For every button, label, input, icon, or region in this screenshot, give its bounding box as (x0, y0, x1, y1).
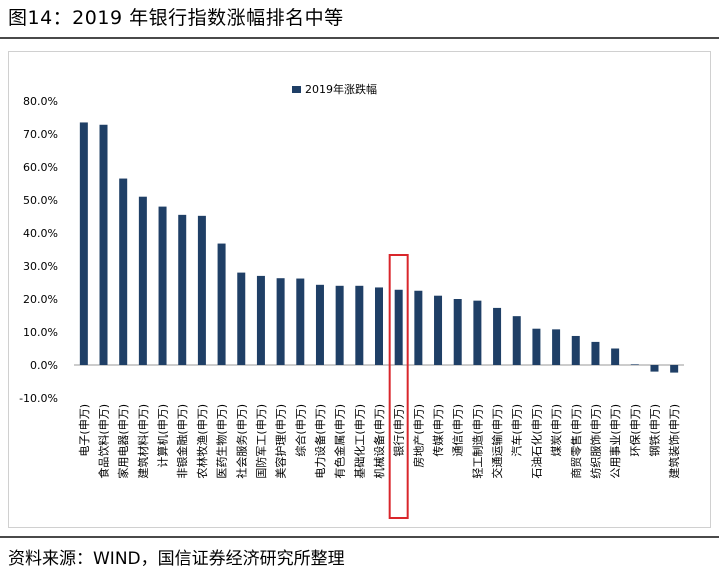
source-rule (0, 536, 719, 538)
x-tick-label: 计算机(申万) (156, 404, 170, 468)
x-tick-label: 社会服务(申万) (234, 404, 248, 479)
bar-chart: 2019年涨跌幅 80.0% 70.0% 60.0% 50.0% 40.0% 30.0% 2… (19, 82, 684, 519)
x-tick-label: 国防军工(申万) (254, 404, 268, 479)
bar (630, 364, 639, 365)
bar (532, 328, 541, 365)
bar (453, 299, 462, 365)
y-tick-label: 30.0% (23, 260, 58, 273)
x-tick-label: 美容护理(申万) (274, 404, 288, 479)
y-tick-label: -10.0% (19, 392, 58, 405)
y-tick-label: 80.0% (23, 95, 58, 108)
y-tick-label: 10.0% (23, 326, 58, 339)
bar (178, 214, 187, 365)
bar (217, 243, 226, 365)
y-tick-label: 0.0% (30, 359, 58, 372)
x-tick-label: 非银金融(申万) (175, 404, 189, 479)
legend-label: 2019年涨跌幅 (305, 82, 377, 96)
bar (394, 289, 403, 365)
bar (296, 278, 305, 365)
x-tick-label: 公用事业(申万) (609, 404, 622, 479)
bar (256, 275, 265, 365)
x-tick-label: 电子(申万) (78, 404, 91, 457)
title-rule (0, 37, 719, 39)
bar (512, 316, 521, 365)
x-tick-label: 钢铁(申万) (648, 404, 661, 457)
x-tick-label: 基础化工(申万) (352, 404, 366, 479)
bar (119, 178, 128, 365)
y-tick-label: 40.0% (23, 227, 58, 240)
y-axis: 80.0% 70.0% 60.0% 50.0% 40.0% 30.0% 20.0% 10.0%… (19, 95, 684, 405)
bar (276, 278, 285, 365)
x-tick-label: 家用电器(申万) (116, 404, 130, 479)
bar (99, 124, 108, 365)
bar (414, 290, 423, 365)
y-tick-label: 50.0% (23, 194, 58, 207)
x-tick-label: 轻工制造(申万) (470, 404, 484, 479)
bar (375, 287, 383, 365)
bar (571, 335, 580, 365)
bar (650, 365, 659, 372)
x-tick-label: 医药生物(申万) (215, 404, 229, 479)
x-tick-label: 银行(申万) (392, 404, 406, 457)
y-tick-label: 60.0% (23, 161, 58, 174)
bar (158, 206, 167, 365)
x-tick-label: 通信(申万) (452, 404, 465, 457)
legend: 2019年涨跌幅 (292, 82, 377, 96)
bar (473, 300, 482, 365)
bars (79, 122, 679, 373)
bar (138, 196, 147, 365)
x-tick-label: 建筑材料(申万) (136, 404, 150, 479)
x-tick-label: 建筑装饰(申万) (667, 404, 681, 479)
x-tick-label: 电力设备(申万) (313, 404, 327, 479)
bar (197, 215, 206, 365)
bar (552, 329, 561, 365)
x-tick-label: 农林牧渔(申万) (195, 404, 209, 479)
bar (591, 341, 600, 365)
x-tick-label: 交通运输(申万) (490, 404, 504, 479)
source-note: 资料来源：WIND，国信证券经济研究所整理 (8, 549, 345, 569)
bar (237, 272, 246, 365)
bar (315, 284, 324, 365)
bar (670, 365, 679, 373)
x-tick-label: 商贸零售(申万) (569, 404, 583, 479)
x-tick-label: 汽车(申万) (510, 404, 524, 457)
x-tick-label: 综合(申万) (293, 404, 307, 457)
x-tick-label: 石油石化(申万) (529, 404, 543, 479)
y-tick-label: 70.0% (23, 128, 58, 141)
highlight-rect (388, 254, 409, 519)
y-tick-label: 20.0% (23, 293, 58, 306)
x-tick-label: 煤炭(申万) (550, 404, 563, 457)
bar (434, 295, 443, 365)
legend-swatch (292, 86, 301, 93)
bar (355, 285, 364, 365)
x-tick-label: 食品饮料(申万) (97, 404, 111, 479)
bar (79, 122, 88, 365)
bar (493, 307, 502, 365)
x-tick-label: 传媒(申万) (432, 404, 445, 457)
x-tick-label: 纺织服饰(申万) (588, 404, 602, 479)
figure-title: 图14：2019 年银行指数涨幅排名中等 (8, 7, 344, 29)
x-tick-label: 房地产(申万) (411, 404, 425, 468)
bar (335, 285, 344, 365)
x-tick-label: 有色金属(申万) (333, 404, 347, 479)
bar (611, 348, 620, 365)
x-tick-label: 环保(申万) (628, 404, 642, 457)
chart-frame: 2019年涨跌幅 80.0% 70.0% 60.0% 50.0% 40.0% 30.0% 2… (8, 51, 711, 528)
highlight-box (388, 254, 409, 519)
x-axis-labels: 电子(申万) 食品饮料(申万) 家用电器(申万) 建筑材料(申万) 计算机(申万) 非银金… (78, 404, 681, 479)
x-tick-label: 机械设备(申万) (372, 404, 386, 479)
